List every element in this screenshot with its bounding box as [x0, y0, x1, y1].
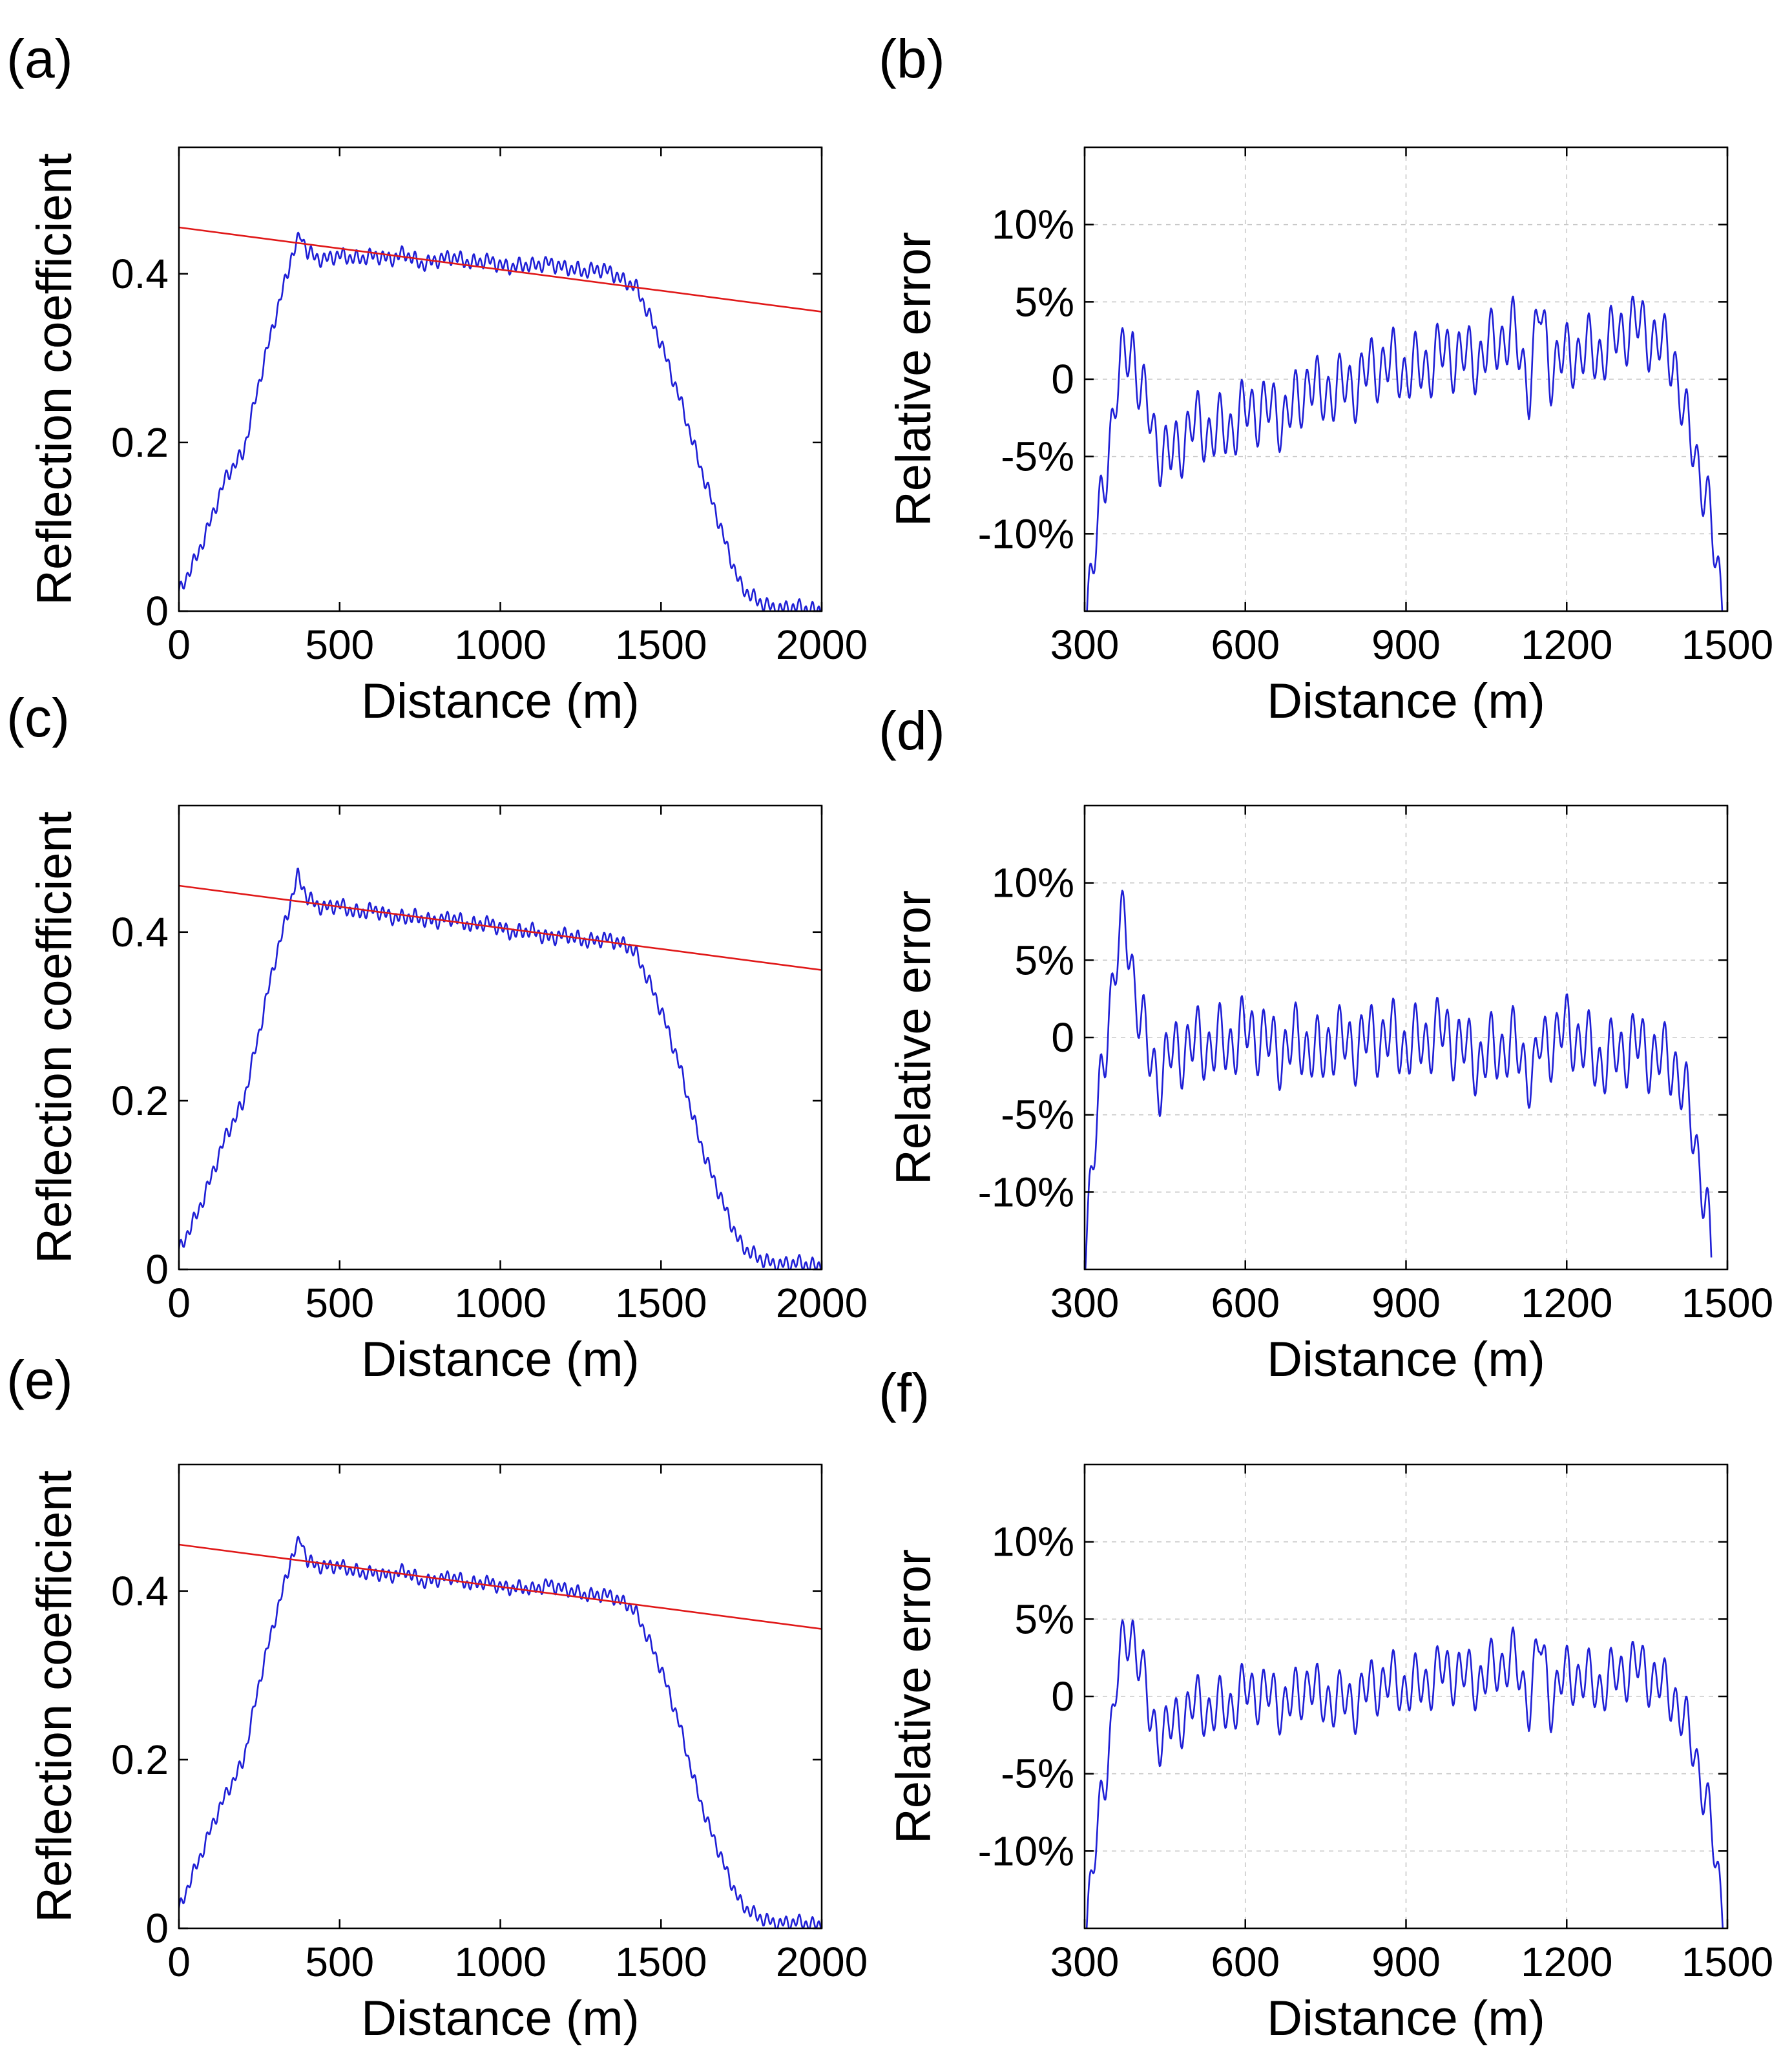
- x-tick-label: 1500: [1682, 1939, 1773, 1985]
- y-axis-label: Reflection coefficient: [27, 153, 82, 605]
- y-axis-label: Relative error: [886, 232, 941, 526]
- x-axis-label: Distance (m): [361, 1991, 640, 2046]
- y-tick-label: -10%: [978, 1169, 1074, 1215]
- y-tick-label: -10%: [978, 510, 1074, 557]
- y-tick-label: 5%: [1015, 278, 1075, 325]
- panel-b: (b) 300 600 900 1200 1500 10% 5% 0 -5% -10% Distanc…: [879, 28, 1773, 729]
- x-tick-label: 900: [1371, 1280, 1441, 1326]
- panel-label: (f): [879, 1362, 930, 1423]
- y-tick-label: 0: [145, 1905, 169, 1952]
- y-tick-label: 0: [1051, 1014, 1074, 1061]
- x-tick-label: 1500: [1682, 1280, 1773, 1326]
- x-tick-label: 0: [167, 1939, 191, 1985]
- y-tick-label: 0.4: [111, 909, 169, 955]
- panel-f: (f) 300 600 900 1200 1500 10% 5% 0 -5% -10% Distanc…: [879, 1362, 1773, 2046]
- data-line: [1085, 1619, 1724, 1928]
- y-tick-label: -5%: [1001, 1751, 1074, 1797]
- x-tick-label: 1000: [454, 1939, 546, 1985]
- y-tick-label: 0.2: [111, 1078, 169, 1124]
- panel-e: (e) 0 500 1000 1500 2000 0 0.2 0.4 Distance (m) Re…: [6, 1350, 868, 2046]
- panel-label: (a): [6, 28, 73, 89]
- x-tick-label: 500: [305, 1939, 374, 1985]
- x-tick-label: 300: [1050, 1939, 1120, 1985]
- x-axis-label: Distance (m): [1267, 1991, 1545, 2046]
- y-tick-label: 10%: [992, 860, 1074, 906]
- x-tick-label: 0: [167, 1280, 191, 1326]
- y-tick-label: -5%: [1001, 1092, 1074, 1138]
- y-tick-label: 0: [145, 588, 169, 634]
- y-axis-label: Relative error: [886, 1549, 941, 1844]
- data-line: [1085, 890, 1713, 1269]
- x-tick-label: 1500: [615, 1280, 707, 1326]
- plot-frame: [178, 804, 823, 1271]
- x-tick-label: 2000: [776, 1280, 868, 1326]
- y-tick-label: 0.4: [111, 251, 169, 297]
- x-tick-label: 900: [1371, 621, 1441, 668]
- y-tick-label: 5%: [1015, 937, 1075, 983]
- y-tick-label: -5%: [1001, 433, 1074, 480]
- y-tick-label: 10%: [992, 202, 1074, 248]
- x-tick-label: 900: [1371, 1939, 1441, 1985]
- data-line: [179, 231, 822, 611]
- x-axis-label: Distance (m): [361, 674, 640, 729]
- y-tick-label: 0.2: [111, 419, 169, 466]
- x-tick-label: 300: [1050, 1280, 1120, 1326]
- y-tick-label: 10%: [992, 1519, 1074, 1565]
- x-tick-label: 2000: [776, 1939, 868, 1985]
- y-axis-label: Relative error: [886, 890, 941, 1185]
- plot-frame: [178, 146, 823, 612]
- x-tick-label: 600: [1211, 1939, 1280, 1985]
- panel-label: (d): [879, 700, 945, 761]
- panel-label: (e): [6, 1350, 73, 1410]
- y-axis-label: Reflection coefficient: [27, 811, 82, 1264]
- data-line: [179, 868, 822, 1269]
- x-axis-label: Distance (m): [1267, 674, 1545, 729]
- y-axis-label: Reflection coefficient: [27, 1470, 82, 1923]
- y-tick-label: 0: [1051, 356, 1074, 402]
- x-tick-label: 2000: [776, 621, 868, 668]
- panel-d: (d) 300 600 900 1200 1500 10% 5% 0 -5% -10% Distanc…: [879, 700, 1773, 1387]
- y-tick-label: 0: [1051, 1673, 1074, 1720]
- fit-line: [179, 226, 822, 313]
- x-tick-label: 500: [305, 1280, 374, 1326]
- data-line: [1086, 295, 1724, 611]
- x-tick-label: 1500: [615, 1939, 707, 1985]
- fit-line: [179, 884, 822, 971]
- x-tick-label: 1200: [1521, 1280, 1612, 1326]
- x-axis-label: Distance (m): [1267, 1332, 1545, 1387]
- x-tick-label: 300: [1050, 621, 1120, 668]
- x-tick-label: 1500: [615, 621, 707, 668]
- x-tick-label: 1000: [454, 621, 546, 668]
- x-tick-label: 0: [167, 621, 191, 668]
- plot-frame: [178, 1463, 823, 1930]
- y-tick-label: 0.2: [111, 1736, 169, 1783]
- x-tick-label: 1200: [1521, 621, 1612, 668]
- fit-line: [179, 1543, 822, 1630]
- x-tick-label: 1200: [1521, 1939, 1612, 1985]
- x-tick-label: 1000: [454, 1280, 546, 1326]
- y-tick-label: 0: [145, 1246, 169, 1293]
- x-axis-label: Distance (m): [361, 1332, 640, 1387]
- y-tick-label: 5%: [1015, 1596, 1075, 1642]
- y-tick-label: -10%: [978, 1828, 1074, 1874]
- y-tick-label: 0.4: [111, 1568, 169, 1614]
- panel-a: (a) 0 500 1000 1500 2000 0 0.2 0.4 Distance (m) Re…: [6, 28, 868, 729]
- panel-c: (c) 0 500 1000 1500 2000 0 0.2 0.4 Distance (m) Re…: [6, 687, 868, 1387]
- data-line: [179, 1536, 822, 1928]
- panel-label: (c): [6, 687, 70, 748]
- panel-label: (b): [879, 28, 945, 89]
- x-tick-label: 600: [1211, 1280, 1280, 1326]
- x-tick-label: 600: [1211, 621, 1280, 668]
- x-tick-label: 500: [305, 621, 374, 668]
- x-tick-label: 1500: [1682, 621, 1773, 668]
